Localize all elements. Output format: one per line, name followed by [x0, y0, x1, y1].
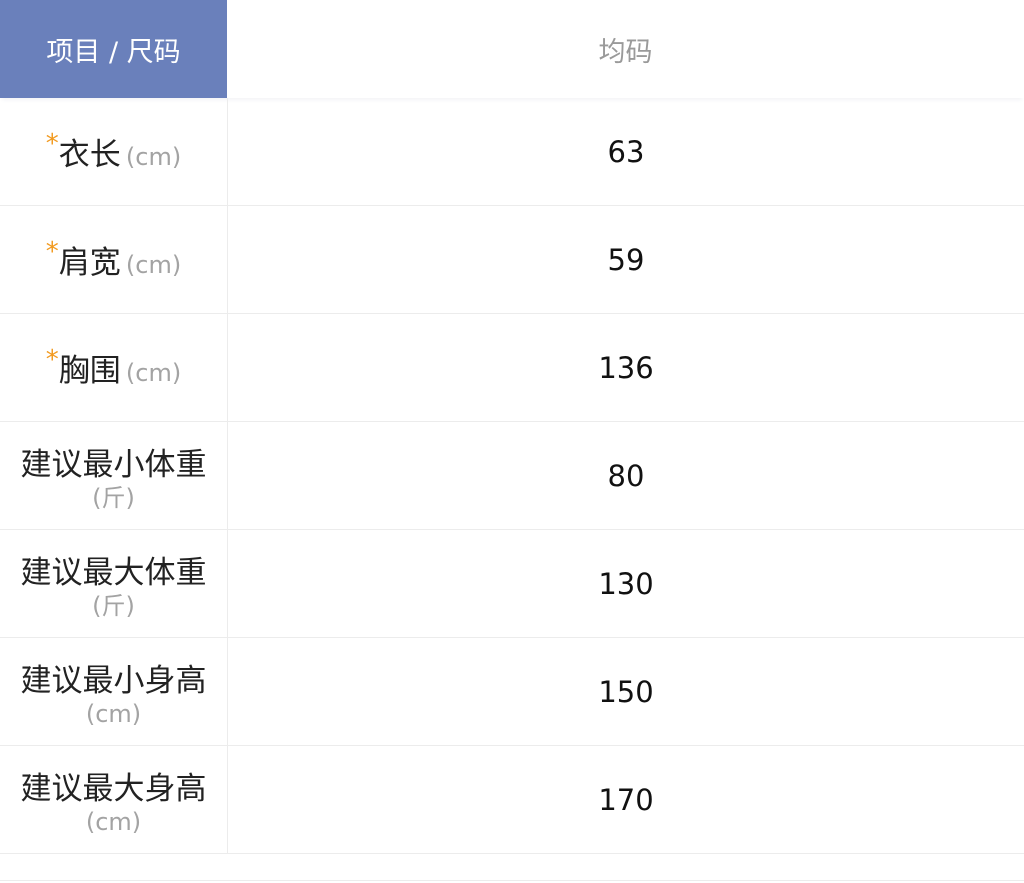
row-label-cell: 建议最大身高 (cm) [0, 746, 228, 853]
row-label-cell: 建议最小体重 (斤) [0, 422, 228, 529]
row-value-cell: 63 [228, 98, 1024, 205]
row-label: 肩宽 [58, 245, 121, 281]
header-item-size: 项目 / 尺码 [0, 0, 227, 98]
row-unit: (斤) [92, 484, 135, 512]
row-value: 136 [598, 350, 654, 385]
table-row: 建议最大体重 (斤) 130 [0, 530, 1024, 638]
header-one-size: 均码 [598, 36, 653, 68]
row-value-cell: 80 [228, 422, 1024, 529]
divider [0, 880, 1024, 881]
row-value: 130 [598, 566, 654, 601]
table-row: 建议最小身高 (cm) 150 [0, 638, 1024, 746]
row-value-cell: 59 [228, 206, 1024, 313]
table-row: 建议最大身高 (cm) 170 [0, 746, 1024, 854]
row-unit: (cm) [125, 359, 182, 387]
row-value-cell: 136 [228, 314, 1024, 421]
row-label: 衣长 [58, 137, 121, 173]
row-label: 建议最小体重 [20, 447, 207, 483]
row-label-cell: 建议最小身高 (cm) [0, 638, 228, 745]
table-header: 项目 / 尺码 均码 [0, 0, 1024, 98]
row-unit: (cm) [85, 808, 142, 836]
row-value: 59 [607, 242, 645, 277]
row-value: 63 [607, 134, 645, 169]
row-label-cell: *胸围 (cm) [0, 314, 228, 421]
row-value-cell: 150 [228, 638, 1024, 745]
row-label: 建议最小身高 [20, 663, 207, 699]
row-unit: (斤) [92, 592, 135, 620]
required-star: * [45, 237, 59, 267]
row-label: 胸围 [58, 353, 121, 389]
row-label-cell: *衣长 (cm) [0, 98, 228, 205]
size-table: 项目 / 尺码 均码 *衣长 (cm) 63 *肩宽 (cm) 59 *胸围 (cm… [0, 0, 1024, 854]
table-row: *衣长 (cm) 63 [0, 98, 1024, 206]
row-unit: (cm) [125, 143, 182, 171]
table-row: 建议最小体重 (斤) 80 [0, 422, 1024, 530]
row-value-cell: 130 [228, 530, 1024, 637]
required-star: * [45, 345, 59, 375]
table-row: *肩宽 (cm) 59 [0, 206, 1024, 314]
row-value-cell: 170 [228, 746, 1024, 853]
row-label: 建议最大身高 [20, 771, 207, 807]
row-label: 建议最大体重 [20, 555, 207, 591]
required-star: * [45, 129, 59, 159]
row-value: 170 [598, 782, 654, 817]
row-unit: (cm) [85, 700, 142, 728]
row-label-cell: 建议最大体重 (斤) [0, 530, 228, 637]
row-value: 80 [607, 458, 645, 493]
row-unit: (cm) [125, 251, 182, 279]
row-label-cell: *肩宽 (cm) [0, 206, 228, 313]
table-row: *胸围 (cm) 136 [0, 314, 1024, 422]
row-value: 150 [598, 674, 654, 709]
